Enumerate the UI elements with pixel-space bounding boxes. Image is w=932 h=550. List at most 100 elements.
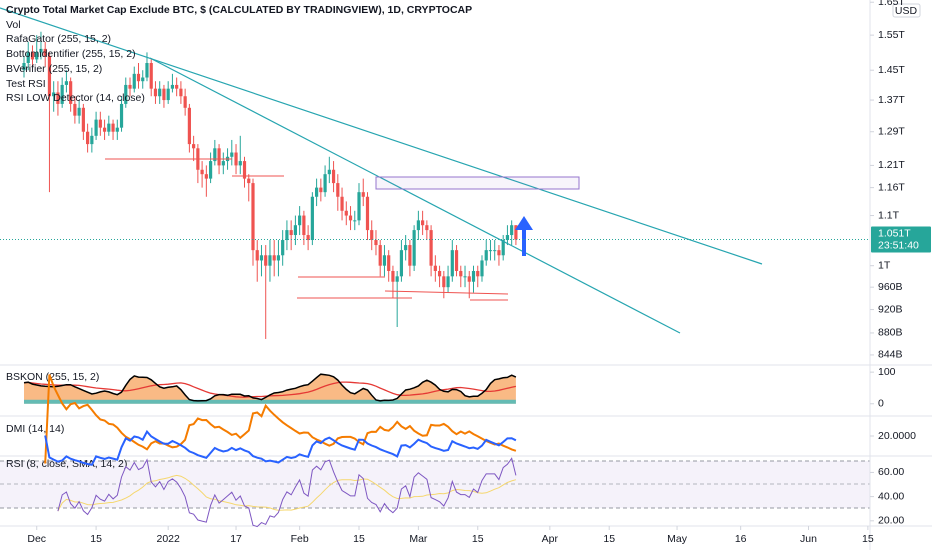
oscillator-area — [24, 374, 516, 404]
candle-body — [310, 196, 314, 241]
candles — [22, 31, 518, 339]
candle-body — [480, 260, 484, 277]
legend-item: BVerifier (255, 15, 2) — [6, 63, 102, 75]
candle-body — [315, 187, 319, 197]
candle-body — [331, 169, 336, 184]
y-tick-label: 1.21T — [878, 159, 905, 171]
pane-title: BSKON (255, 15, 2) — [6, 371, 99, 383]
candle-body — [234, 152, 238, 166]
candle-body — [153, 88, 158, 97]
x-tick-label: Mar — [409, 533, 428, 545]
candle-body — [348, 215, 353, 221]
trendline — [149, 57, 681, 334]
y-tick-label: 920B — [878, 303, 903, 315]
candle-body — [488, 250, 493, 252]
candle-body — [204, 174, 208, 179]
candle-body — [437, 270, 442, 277]
zone-box — [375, 176, 580, 190]
x-tick-label: 15 — [353, 533, 365, 545]
oscillator-line — [23, 373, 517, 402]
candle-body — [268, 255, 272, 266]
candle-body — [289, 230, 293, 236]
candle-body — [395, 276, 399, 282]
candle-body — [242, 161, 247, 179]
candle-body — [302, 215, 306, 236]
y-tick-label: 20.0000 — [878, 430, 916, 442]
y-tick-label: 1T — [878, 259, 891, 271]
candle-body — [501, 240, 505, 256]
candle-body — [183, 96, 187, 108]
pane-title: RSI (8, close, SMA, 14, 2) — [6, 458, 127, 470]
candle-body — [306, 235, 310, 241]
candle-body — [285, 230, 289, 241]
candle-body — [298, 215, 302, 226]
candle-body — [145, 63, 149, 78]
y-tick-label: 1.1T — [878, 209, 900, 221]
candle-body — [340, 196, 344, 211]
candle-body — [170, 84, 175, 89]
candle-body — [336, 183, 340, 197]
candle-body — [408, 245, 412, 266]
candle-body — [30, 52, 35, 60]
candle-body — [208, 161, 213, 179]
candle-body — [128, 84, 132, 89]
y-tick-label: 880B — [878, 327, 903, 339]
x-tick-label: 15 — [862, 533, 874, 545]
candle-body — [374, 240, 378, 246]
x-tick-label: 15 — [472, 533, 484, 545]
currency-box[interactable] — [892, 3, 921, 18]
candle-body — [98, 119, 102, 128]
candle-body — [476, 270, 480, 277]
y-tick-label: 1.65T — [878, 0, 905, 8]
candle-body — [192, 144, 196, 149]
candle-body — [471, 270, 476, 282]
candle-body — [247, 178, 251, 184]
y-tick-label: 1.29T — [878, 126, 905, 138]
legend-item: RSI LOW Detector (14, close) — [6, 92, 145, 104]
up-arrow — [515, 216, 533, 256]
candle-body — [391, 270, 395, 282]
candle-body — [505, 235, 510, 241]
x-tick-label: 2022 — [157, 533, 181, 545]
x-tick-label: Dec — [27, 533, 46, 545]
candle-body — [429, 230, 433, 266]
candle-body — [26, 52, 30, 64]
candle-body — [467, 276, 471, 282]
legend-item: Test RSI — [6, 78, 46, 90]
candle-body — [217, 148, 221, 166]
pane-title: DMI (14, 14) — [6, 423, 64, 435]
candle-body — [141, 77, 145, 82]
candle-body — [344, 210, 348, 216]
rsi-ma — [57, 474, 517, 512]
rsi-line — [57, 457, 517, 528]
last-price-box — [871, 226, 931, 253]
x-tick-label: Jun — [800, 533, 817, 545]
candle-body — [39, 48, 43, 53]
candle-body — [399, 250, 404, 277]
candle-body — [276, 255, 281, 261]
candle-body — [463, 276, 467, 278]
candle-body — [361, 192, 365, 197]
y-tick-label: 60.00 — [878, 466, 904, 478]
candle-body — [378, 245, 382, 266]
candle-body — [319, 187, 323, 193]
candle-body — [255, 250, 259, 261]
legend-item: RafaGator (255, 15, 2) — [6, 33, 111, 45]
candle-body — [323, 174, 327, 193]
candle-body — [124, 84, 128, 104]
candle-body — [77, 107, 81, 116]
candle-body — [412, 230, 416, 266]
last-price-label: 1.051T — [878, 227, 911, 239]
y-tick-label: 1.55T — [878, 29, 905, 41]
candle-body — [187, 107, 191, 145]
candle-body — [221, 161, 225, 166]
candle-body — [158, 88, 162, 97]
x-tick-label: 15 — [90, 533, 102, 545]
x-tick-label: 17 — [230, 533, 242, 545]
candle-body — [213, 148, 217, 162]
legend-item: Bottomidentifier (255, 15, 2) — [6, 48, 136, 60]
candle-body — [370, 230, 374, 241]
candle-body — [510, 225, 514, 236]
candle-body — [459, 270, 463, 277]
candle-body — [86, 131, 90, 145]
